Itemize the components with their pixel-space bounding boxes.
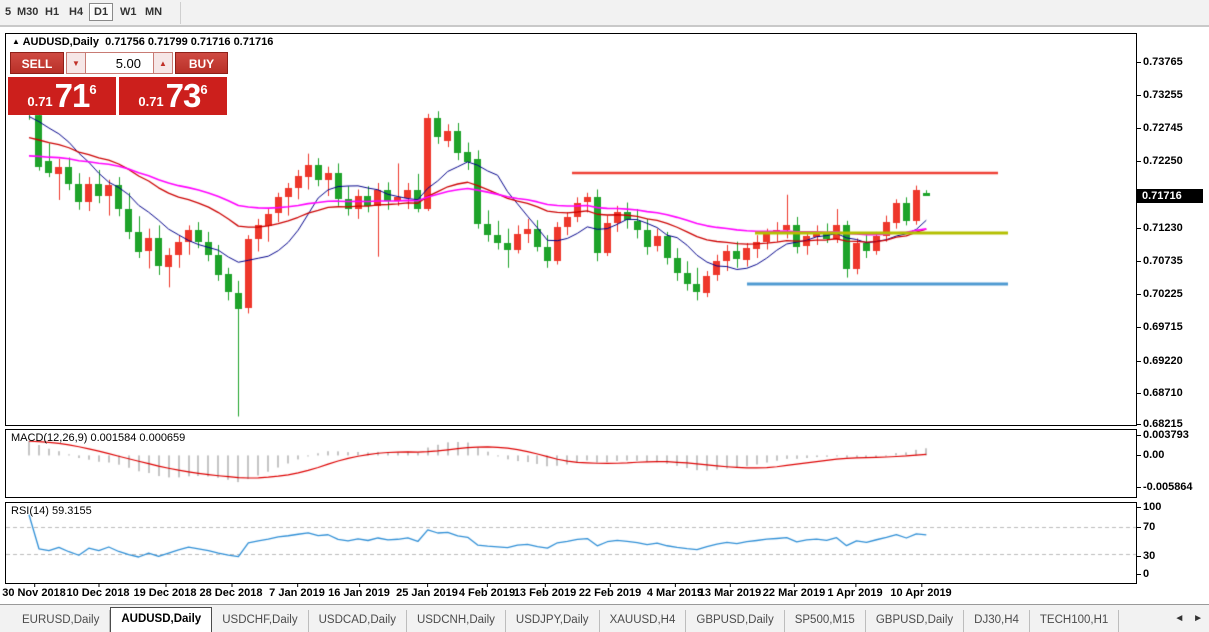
timeframe-button[interactable]: D1 bbox=[89, 3, 114, 21]
volume-decrease-button[interactable]: ▼ bbox=[66, 52, 86, 74]
price-axis-label: 0.69715 bbox=[1136, 321, 1183, 333]
date-axis-label: 28 Dec 2018 bbox=[199, 584, 263, 599]
sell-quote-box[interactable]: 0.71 71 6 bbox=[8, 77, 116, 115]
date-axis-label: 10 Apr 2019 bbox=[890, 584, 952, 599]
rsi-axis-label: 70 bbox=[1135, 521, 1156, 533]
timeframe-button[interactable]: H1 bbox=[45, 6, 60, 18]
chart-title-ohlc: 0.71756 0.71799 0.71716 0.71716 bbox=[105, 36, 274, 48]
volume-input[interactable] bbox=[85, 52, 154, 74]
date-axis-label: 16 Jan 2019 bbox=[328, 584, 390, 599]
price-axis-label: 0.73255 bbox=[1136, 89, 1183, 101]
sell-price-pipette: 6 bbox=[89, 81, 97, 97]
date-axis-label: 13 Feb 2019 bbox=[513, 584, 577, 599]
symbol-tab[interactable]: SP500,M15 bbox=[785, 610, 866, 632]
price-axis-label: 0.68215 bbox=[1136, 418, 1183, 430]
one-click-trade-panel: SELL ▼ ▲ BUY 0.71 71 6 0.71 73 6 bbox=[8, 50, 230, 116]
current-price-tag: 0.71716 bbox=[1137, 189, 1203, 203]
macd-label: MACD(12,26,9) 0.001584 0.000659 bbox=[11, 432, 186, 444]
timeframe-button[interactable]: M30 bbox=[17, 6, 39, 18]
volume-increase-button[interactable]: ▲ bbox=[153, 52, 173, 74]
date-axis-label: 4 Feb 2019 bbox=[458, 584, 516, 599]
timeframe-toolbar: 5 M30 H1 H4 D1 W1 MN bbox=[0, 0, 1209, 27]
symbol-tab[interactable]: USDCHF,Daily bbox=[212, 610, 309, 632]
symbol-tab-bar: EURUSD,Daily AUDUSD,Daily USDCHF,Daily USDC… bbox=[0, 604, 1209, 632]
timeframe-button[interactable]: H4 bbox=[69, 6, 84, 18]
macd-axis-label: 0.003793 bbox=[1136, 429, 1189, 441]
arrow-down-icon: ▼ bbox=[72, 59, 80, 68]
timeframe-button[interactable]: 5 bbox=[5, 6, 12, 18]
symbol-tab[interactable]: TECH100,H1 bbox=[1030, 610, 1120, 632]
date-axis-label: 4 Mar 2019 bbox=[646, 584, 704, 599]
toolbar-separator bbox=[180, 2, 181, 24]
timeframe-button[interactable]: MN bbox=[145, 6, 163, 18]
date-axis[interactable]: 30 Nov 2018 10 Dec 2018 19 Dec 2018 28 Dec … bbox=[2, 584, 1137, 603]
sell-button[interactable]: SELL bbox=[10, 52, 64, 74]
price-axis-label: 0.70735 bbox=[1136, 255, 1183, 267]
collapse-triangle-icon[interactable]: ▲ bbox=[12, 37, 20, 46]
date-axis-label: 30 Nov 2018 bbox=[2, 584, 66, 599]
sell-price-base: 0.71 bbox=[27, 93, 53, 109]
date-axis-label: 25 Jan 2019 bbox=[396, 584, 458, 599]
date-axis-label: 13 Mar 2019 bbox=[698, 584, 762, 599]
price-axis-label: 0.72250 bbox=[1136, 155, 1183, 167]
symbol-tab[interactable]: EURUSD,Daily bbox=[12, 610, 111, 632]
rsi-canvas[interactable] bbox=[6, 503, 1136, 583]
date-axis-label: 22 Mar 2019 bbox=[762, 584, 826, 599]
rsi-axis-label: 0 bbox=[1135, 568, 1150, 580]
timeframe-button[interactable]: W1 bbox=[120, 6, 137, 18]
date-axis-label: 19 Dec 2018 bbox=[133, 584, 197, 599]
price-axis-label: 0.71230 bbox=[1136, 222, 1183, 234]
symbol-tab[interactable]: GBPUSD,Daily bbox=[686, 610, 785, 632]
price-axis-label: 0.70225 bbox=[1136, 288, 1183, 300]
price-axis-label: 0.68710 bbox=[1136, 387, 1183, 399]
symbol-tab[interactable]: USDCNH,Daily bbox=[407, 610, 506, 632]
symbol-tab[interactable]: USDJPY,Daily bbox=[506, 610, 600, 632]
buy-quote-box[interactable]: 0.71 73 6 bbox=[119, 77, 227, 115]
rsi-label: RSI(14) 59.3155 bbox=[11, 505, 92, 517]
date-axis-label: 10 Dec 2018 bbox=[66, 584, 130, 599]
macd-axis-label: -0.005864 bbox=[1136, 481, 1193, 493]
tab-scroll-left-icon[interactable]: ◄ bbox=[1174, 613, 1185, 624]
rsi-axis-label: 30 bbox=[1135, 550, 1156, 562]
macd-axis-label: 0.00 bbox=[1135, 449, 1165, 461]
rsi-axis-label: 100 bbox=[1135, 501, 1162, 513]
buy-button[interactable]: BUY bbox=[175, 52, 228, 74]
symbol-tab[interactable]: DJ30,H4 bbox=[964, 610, 1030, 632]
date-axis-label: 1 Apr 2019 bbox=[827, 584, 883, 599]
price-axis-label: 0.73765 bbox=[1136, 56, 1183, 68]
chart-title: ▲ AUDUSD,Daily 0.71756 0.71799 0.71716 0… bbox=[12, 36, 273, 48]
symbol-tab[interactable]: USDCAD,Daily bbox=[309, 610, 407, 632]
symbol-tab[interactable]: AUDUSD,Daily bbox=[110, 607, 213, 632]
price-axis-label: 0.72745 bbox=[1136, 122, 1183, 134]
symbol-tab[interactable]: XAUUSD,H4 bbox=[600, 610, 687, 632]
buy-price-pipette: 6 bbox=[200, 81, 208, 97]
buy-price-base: 0.71 bbox=[138, 93, 164, 109]
sell-price-pips: 71 bbox=[54, 77, 91, 114]
date-axis-label: 7 Jan 2019 bbox=[269, 584, 325, 599]
buy-price-pips: 73 bbox=[165, 77, 202, 114]
rsi-pane bbox=[5, 502, 1137, 584]
date-axis-label: 22 Feb 2019 bbox=[578, 584, 642, 599]
tab-scroll-right-icon[interactable]: ► bbox=[1193, 613, 1203, 624]
symbol-tab[interactable]: GBPUSD,Daily bbox=[866, 610, 965, 632]
macd-canvas[interactable] bbox=[6, 430, 1136, 497]
macd-pane bbox=[5, 429, 1137, 498]
arrow-up-icon: ▲ bbox=[159, 59, 167, 68]
price-axis-label: 0.69220 bbox=[1136, 355, 1183, 367]
chart-title-symbol: AUDUSD,Daily bbox=[22, 36, 99, 48]
